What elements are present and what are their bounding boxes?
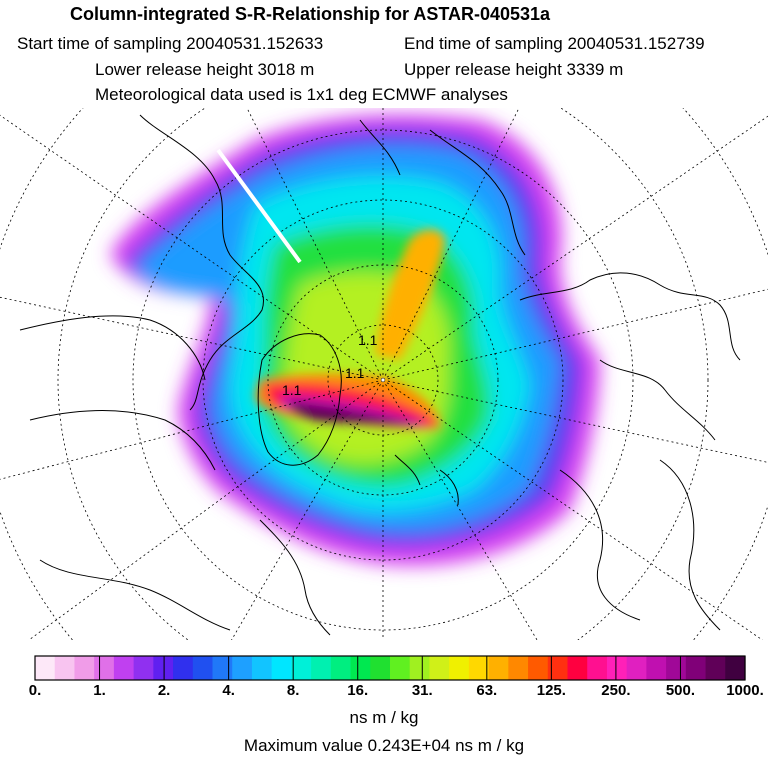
maximum-value: Maximum value 0.243E+04 ns m / kg bbox=[243, 736, 525, 755]
colorbar-cell bbox=[429, 656, 450, 680]
colorbar-tick-label: 31. bbox=[412, 682, 433, 699]
colorbar-tick-label: 4. bbox=[222, 682, 235, 699]
colorbar-tick-label: 125. bbox=[537, 682, 566, 699]
colorbar-tick-label: 2. bbox=[158, 682, 171, 699]
polar-map: 1.1 1.1 1.1 bbox=[0, 108, 768, 640]
colorbar-cell bbox=[725, 656, 746, 680]
lower-release-height: Lower release height 3018 m bbox=[95, 60, 315, 79]
colorbar-cell bbox=[232, 656, 253, 680]
coastline-siberia bbox=[359, 119, 526, 256]
colorbar-tick-label: 500. bbox=[666, 682, 695, 699]
colorbar-cell bbox=[528, 656, 549, 680]
colorbar-cell bbox=[74, 656, 95, 680]
annotation-label: 1.1 bbox=[358, 332, 378, 348]
latitude-circle bbox=[132, 129, 634, 631]
colorbar-cell bbox=[350, 656, 371, 680]
colorbar-cell bbox=[212, 656, 233, 680]
colorbar-cell bbox=[311, 656, 332, 680]
colorbar-tick-label: 0. bbox=[29, 682, 42, 699]
coastline-canada bbox=[139, 114, 265, 411]
colorbar-cell bbox=[685, 656, 707, 680]
colorbar-cell bbox=[567, 656, 588, 680]
colorbar-tick-label: 250. bbox=[601, 682, 630, 699]
coastline-svalbard bbox=[394, 454, 459, 506]
colorbar-cell bbox=[508, 656, 529, 680]
colorbar-cell bbox=[271, 656, 292, 680]
plot-title: Column-integrated S-R-Relationship for A… bbox=[70, 4, 551, 24]
colorbar: 0. 1. 2. 4. 8. 16. 31. 63. 125. 250. 500. 1000. bbox=[29, 655, 764, 699]
coastline-lower-right bbox=[559, 459, 721, 631]
plume-core-dark bbox=[290, 402, 420, 427]
coastlines bbox=[19, 114, 741, 636]
colorbar-cell bbox=[94, 656, 115, 680]
upper-release-height: Upper release height 3339 m bbox=[404, 60, 624, 79]
coastline-greenland bbox=[257, 333, 342, 466]
colorbar-cell bbox=[547, 656, 569, 680]
colorbar-tick-label: 8. bbox=[287, 682, 300, 699]
pole-marker bbox=[380, 377, 386, 383]
colorbar-cell bbox=[370, 656, 391, 680]
colorbar-cell bbox=[587, 656, 608, 680]
colorbar-cell bbox=[173, 656, 194, 680]
colorbar-cell bbox=[113, 656, 135, 680]
colorbar-cell bbox=[666, 656, 687, 680]
colorbar-cell bbox=[468, 656, 490, 680]
colorbar-frame bbox=[34, 655, 746, 681]
colorbar-cell bbox=[646, 656, 667, 680]
colorbar-cell bbox=[251, 656, 273, 680]
annotation-label: 1.1 bbox=[282, 382, 302, 398]
colorbar-cell bbox=[449, 656, 470, 680]
colorbar-units: ns m / kg bbox=[349, 708, 419, 727]
start-time: Start time of sampling 20040531.152633 bbox=[17, 34, 324, 53]
colorbar-cell bbox=[390, 656, 411, 680]
coastline-europe bbox=[519, 272, 741, 441]
colorbar-tick-label: 1000. bbox=[726, 682, 764, 699]
met-data-note: Meteorological data used is 1x1 deg ECMW… bbox=[95, 85, 508, 104]
hotspots bbox=[255, 229, 445, 430]
colorbar-cell bbox=[192, 656, 214, 680]
meridian bbox=[28, 379, 384, 640]
colorbar-tick-label: 1. bbox=[93, 682, 106, 699]
latitude-circle bbox=[202, 199, 564, 561]
colorbar-cell bbox=[606, 656, 628, 680]
coastline-lower-left bbox=[39, 519, 331, 636]
latitude-circle bbox=[57, 108, 709, 640]
colorbar-cell bbox=[330, 656, 352, 680]
colorbar-cell bbox=[54, 656, 76, 680]
flight-track bbox=[216, 148, 302, 264]
colorbar-cell bbox=[705, 656, 726, 680]
colorbar-cell bbox=[291, 656, 312, 680]
plume-branch-north bbox=[375, 229, 445, 360]
annotation-label: 1.1 bbox=[345, 365, 365, 381]
colorbar-cell bbox=[153, 656, 174, 680]
colorbar-tick-label: 16. bbox=[347, 682, 368, 699]
colorbar-cell bbox=[488, 656, 509, 680]
colorbar-cell bbox=[409, 656, 431, 680]
colorbar-tick-label: 63. bbox=[476, 682, 497, 699]
colorbar-cell bbox=[133, 656, 154, 680]
meridian bbox=[231, 379, 384, 640]
meridian bbox=[0, 296, 384, 381]
colorbar-cells bbox=[35, 656, 746, 680]
colorbar-cell bbox=[626, 656, 647, 680]
graticule bbox=[0, 108, 768, 640]
end-time: End time of sampling 20040531.152739 bbox=[404, 34, 705, 53]
coastline-north-america bbox=[19, 315, 216, 471]
meridian bbox=[0, 114, 384, 381]
colorbar-cell bbox=[35, 656, 56, 680]
